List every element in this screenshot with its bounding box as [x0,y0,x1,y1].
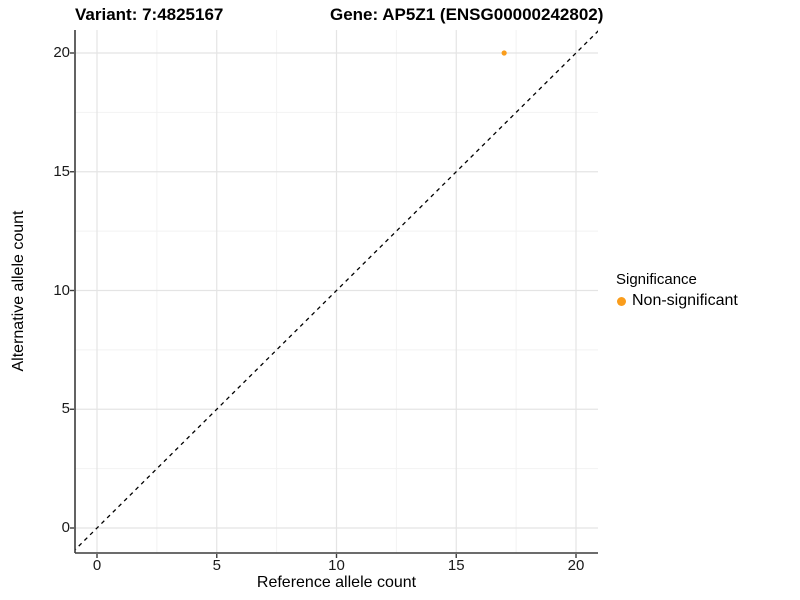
x-tick-label: 0 [92,557,102,574]
data-point [501,50,507,56]
plot-title-gene: Gene: AP5Z1 (ENSG00000242802) [330,5,604,24]
y-tick-label: 15 [53,162,70,180]
legend-item-non-significant: Non-significant [616,292,738,310]
x-tick-label: 20 [567,557,585,574]
y-tick-label: 20 [53,44,70,61]
x-tick-label: 10 [328,557,345,574]
plot-title-variant: Variant: 7:4825167 [75,5,224,24]
y-axis-label: Alternative allele count [10,210,27,372]
legend-key-dot [617,296,626,306]
legend-item-label: Non-significant [632,292,738,309]
x-tick-label: 5 [212,557,221,574]
y-tick-label: 5 [61,400,70,418]
y-tick-label: 10 [53,281,70,299]
y-tick-label: 0 [61,519,70,536]
legend-title: Significance [616,271,697,288]
x-tick-label: 15 [447,557,465,574]
identity-line [75,30,598,551]
legend: Significance Non-significant [616,271,738,310]
x-axis-label: Reference allele count [256,574,417,591]
